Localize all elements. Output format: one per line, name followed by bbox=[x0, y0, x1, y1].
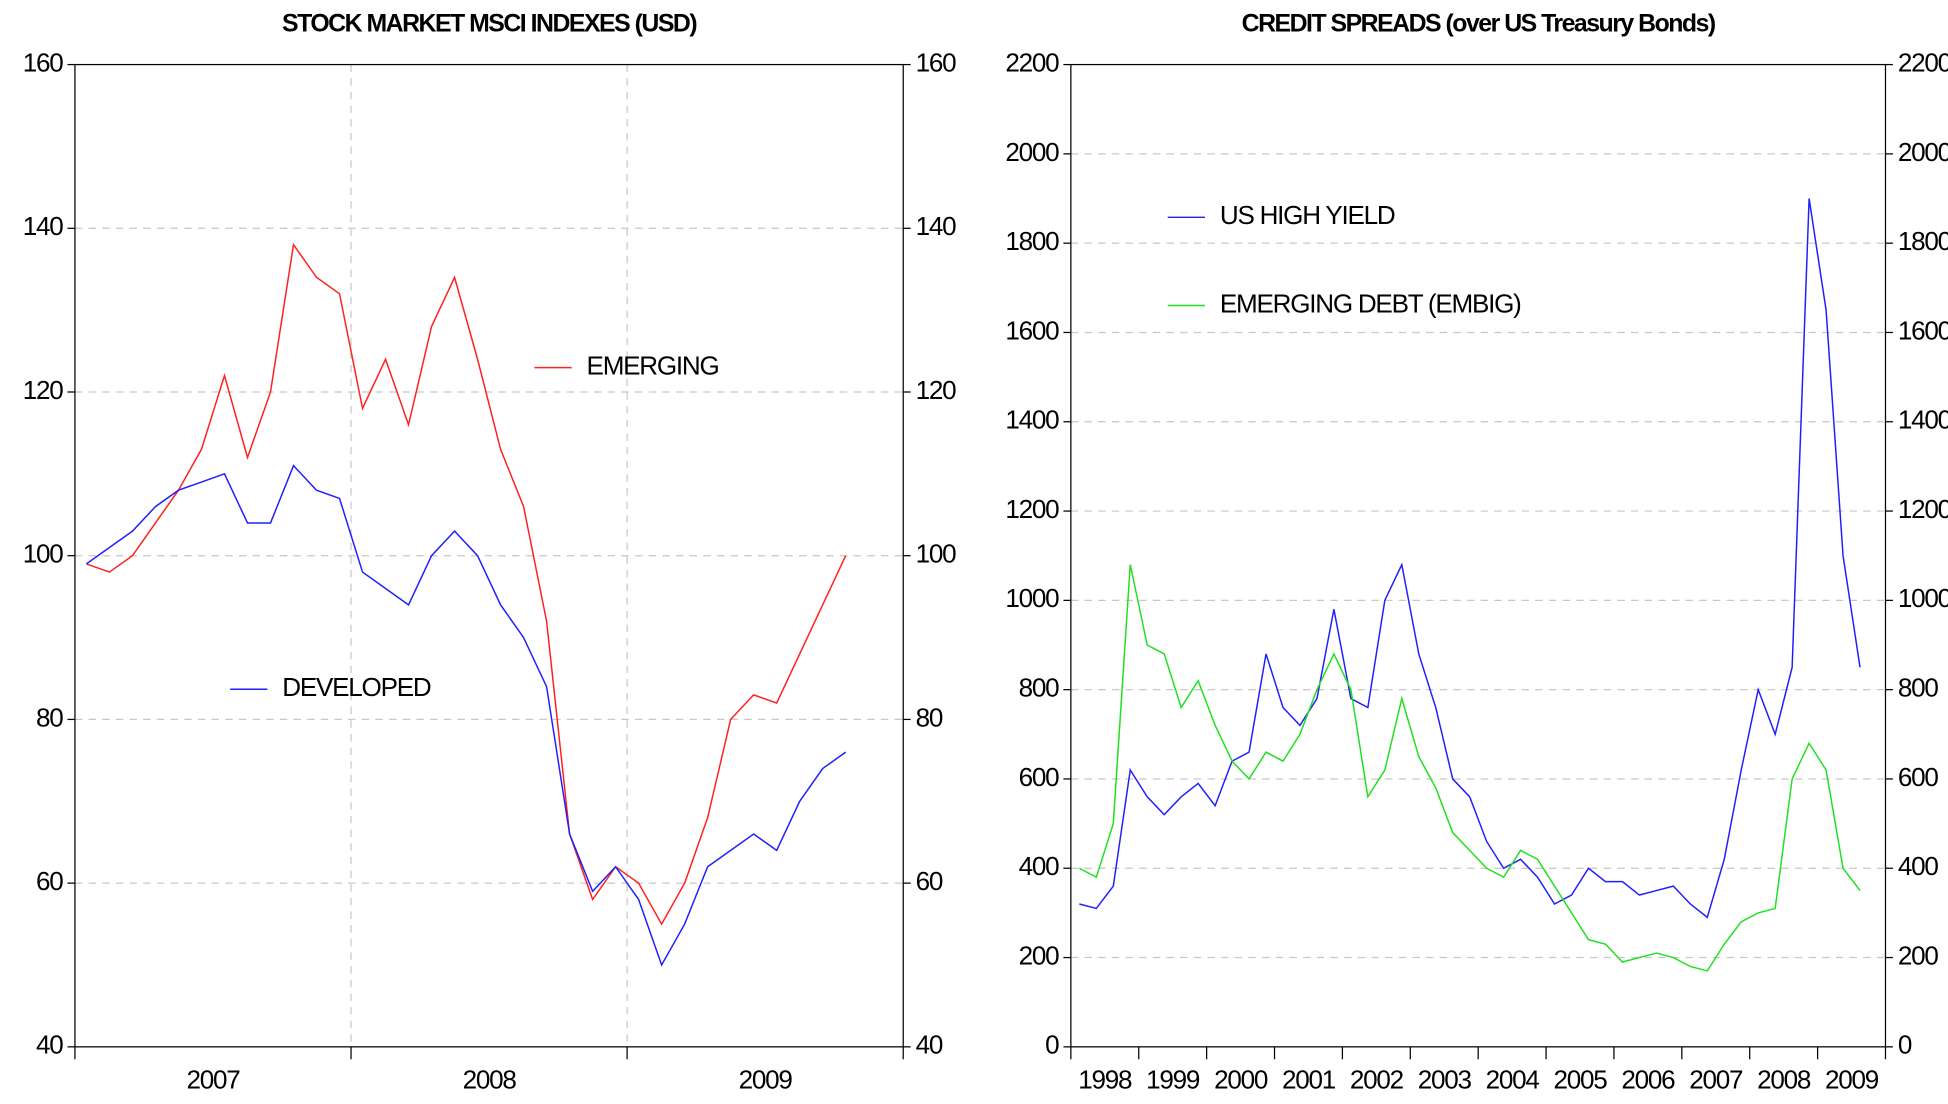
y2-tick-label: 1600 bbox=[1898, 315, 1948, 345]
y2-tick-label: 1400 bbox=[1898, 405, 1948, 435]
y-tick-label: 160 bbox=[23, 47, 64, 77]
y-tick-label: 140 bbox=[23, 211, 64, 241]
x-tick-label: 2001 bbox=[1282, 1065, 1336, 1095]
x-tick-label: 2009 bbox=[739, 1065, 793, 1095]
plot-frame bbox=[1070, 63, 1887, 1048]
x-tick-label: 1998 bbox=[1078, 1065, 1132, 1095]
y-tick-label: 100 bbox=[23, 539, 64, 569]
y2-tick-label: 800 bbox=[1898, 673, 1939, 703]
y2-tick-label: 1200 bbox=[1898, 494, 1948, 524]
series-line bbox=[86, 242, 847, 926]
x-tick-label: 2006 bbox=[1621, 1065, 1675, 1095]
y2-tick-label: 80 bbox=[916, 702, 943, 732]
y-tick-label: 1400 bbox=[1005, 405, 1059, 435]
y-tick-label: 600 bbox=[1019, 762, 1060, 792]
y-tick-label: 0 bbox=[1045, 1030, 1059, 1060]
x-tick-label: 2008 bbox=[1757, 1065, 1811, 1095]
x-tick-label: 2000 bbox=[1214, 1065, 1268, 1095]
x-tick-label: 2002 bbox=[1350, 1065, 1404, 1095]
x-tick-label: 2005 bbox=[1553, 1065, 1607, 1095]
y2-tick-label: 1000 bbox=[1898, 583, 1948, 613]
legend-label: DEVELOPED bbox=[282, 672, 431, 702]
plot-frame bbox=[74, 63, 904, 1048]
y-tick-label: 60 bbox=[36, 866, 63, 896]
y-tick-label: 1200 bbox=[1005, 494, 1059, 524]
y-tick-label: 200 bbox=[1019, 940, 1060, 970]
y2-tick-label: 40 bbox=[916, 1030, 943, 1060]
y2-tick-label: 120 bbox=[916, 375, 957, 405]
legend-label: EMERGING DEBT (EMBIG) bbox=[1220, 288, 1521, 318]
y2-tick-label: 600 bbox=[1898, 762, 1939, 792]
y-tick-label: 800 bbox=[1019, 673, 1060, 703]
y2-tick-label: 100 bbox=[916, 539, 957, 569]
y2-tick-label: 2000 bbox=[1898, 137, 1948, 167]
chart-title: CREDIT SPREADS (over US Treasury Bonds) bbox=[1242, 10, 1716, 37]
y2-tick-label: 200 bbox=[1898, 940, 1939, 970]
y2-tick-label: 400 bbox=[1898, 851, 1939, 881]
y2-tick-label: 60 bbox=[916, 866, 943, 896]
legend-label: EMERGING bbox=[587, 350, 719, 380]
y2-tick-label: 2200 bbox=[1898, 47, 1948, 77]
y-tick-label: 1800 bbox=[1005, 226, 1059, 256]
y-tick-label: 40 bbox=[36, 1030, 63, 1060]
x-tick-label: 2007 bbox=[1689, 1065, 1743, 1095]
y-tick-label: 120 bbox=[23, 375, 64, 405]
x-tick-label: 2009 bbox=[1825, 1065, 1879, 1095]
y2-tick-label: 160 bbox=[916, 47, 957, 77]
y2-tick-label: 1800 bbox=[1898, 226, 1948, 256]
y2-tick-label: 0 bbox=[1898, 1030, 1912, 1060]
y-tick-label: 400 bbox=[1019, 851, 1060, 881]
y-tick-label: 80 bbox=[36, 702, 63, 732]
x-tick-label: 2008 bbox=[463, 1065, 517, 1095]
series-line bbox=[1079, 198, 1861, 919]
x-tick-label: 1999 bbox=[1146, 1065, 1200, 1095]
x-tick-label: 2004 bbox=[1486, 1065, 1540, 1095]
series-line bbox=[85, 464, 847, 967]
legend-label: US HIGH YIELD bbox=[1220, 200, 1395, 230]
y-tick-label: 2000 bbox=[1005, 137, 1059, 167]
chart-title: STOCK MARKET MSCI INDEXES (USD) bbox=[282, 10, 697, 37]
series-line bbox=[1078, 564, 1861, 972]
x-tick-label: 2007 bbox=[186, 1065, 240, 1095]
y-tick-label: 2200 bbox=[1005, 47, 1059, 77]
x-tick-label: 2003 bbox=[1418, 1065, 1472, 1095]
y2-tick-label: 140 bbox=[916, 211, 957, 241]
y-tick-label: 1000 bbox=[1005, 583, 1059, 613]
y-tick-label: 1600 bbox=[1005, 315, 1059, 345]
